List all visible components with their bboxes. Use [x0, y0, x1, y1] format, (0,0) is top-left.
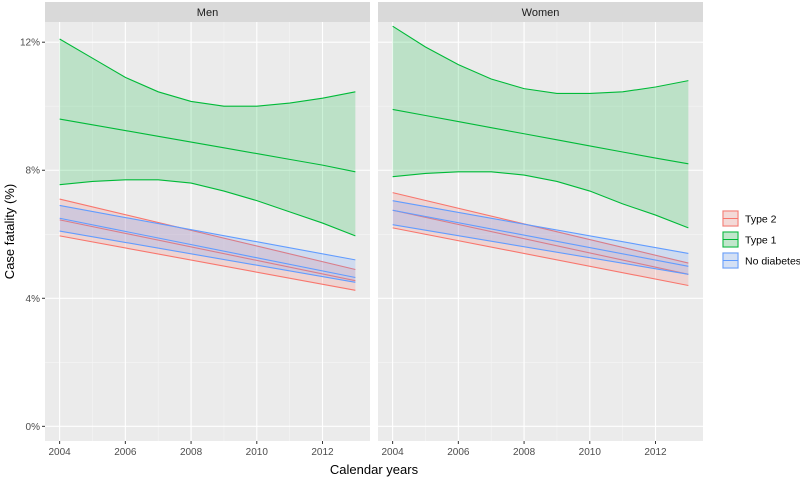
ribbon-type-1	[392, 26, 689, 228]
x-tick-label: 2006	[114, 447, 137, 458]
legend: Type 2 Type 1 No diabetes	[722, 210, 800, 269]
estimate-line-no-diabetes	[392, 209, 689, 267]
lower-bound-type-2	[392, 227, 689, 287]
upper-bound-no-diabetes	[59, 204, 356, 261]
lower-bound-type-1	[59, 179, 356, 237]
x-tick-label: 2012	[311, 447, 334, 458]
estimate-line-type-2	[59, 219, 356, 282]
x-tick-label: 2006	[447, 447, 470, 458]
x-tick-label: 2012	[644, 447, 667, 458]
panel-women: Women 2004 2006 2008 2010 2012	[378, 2, 703, 458]
legend-label-type-1: Type 1	[745, 235, 777, 247]
ribbon-type-1	[59, 38, 356, 236]
ribbon-type-2	[59, 199, 356, 291]
facet-label: Women	[522, 7, 560, 19]
upper-bound-type-2	[59, 198, 356, 271]
estimate-line-type-1	[392, 108, 689, 165]
lower-bound-no-diabetes	[392, 224, 689, 275]
y-tick-label: 4%	[26, 294, 41, 305]
estimate-line-no-diabetes	[59, 217, 356, 279]
x-tick-label: 2010	[246, 447, 269, 458]
ribbon-no-diabetes	[392, 200, 689, 275]
x-tick-label: 2008	[513, 447, 536, 458]
facet-label: Men	[197, 7, 218, 19]
y-tick-label: 8%	[26, 166, 41, 177]
lower-bound-type-2	[59, 235, 356, 291]
upper-bound-type-2	[392, 192, 689, 264]
upper-bound-type-1	[59, 38, 356, 107]
estimate-line-type-2	[392, 209, 689, 275]
lower-bound-no-diabetes	[59, 230, 356, 283]
x-tick-label: 2004	[49, 447, 72, 458]
panel-men: Men 2004 2006 2008 2010 2012 0% 4% 8% 12%	[20, 2, 370, 458]
y-tick-label: 12%	[20, 38, 40, 49]
upper-bound-type-1	[392, 25, 689, 94]
upper-bound-no-diabetes	[392, 200, 689, 255]
lower-bound-type-1	[392, 171, 689, 229]
x-axis-title: Calendar years	[330, 462, 419, 477]
facet-strip	[45, 2, 370, 22]
x-tick-label: 2010	[579, 447, 602, 458]
x-tick-label: 2004	[382, 447, 405, 458]
y-axis-title: Case fatality (%)	[2, 184, 17, 279]
legend-label-no-diabetes: No diabetes	[745, 256, 800, 268]
legend-label-type-2: Type 2	[745, 214, 777, 226]
panel-background	[45, 22, 370, 441]
x-tick-label: 2008	[180, 447, 203, 458]
facet-strip	[378, 2, 703, 22]
estimate-line-type-1	[59, 118, 356, 173]
y-tick-label: 0%	[26, 422, 41, 433]
